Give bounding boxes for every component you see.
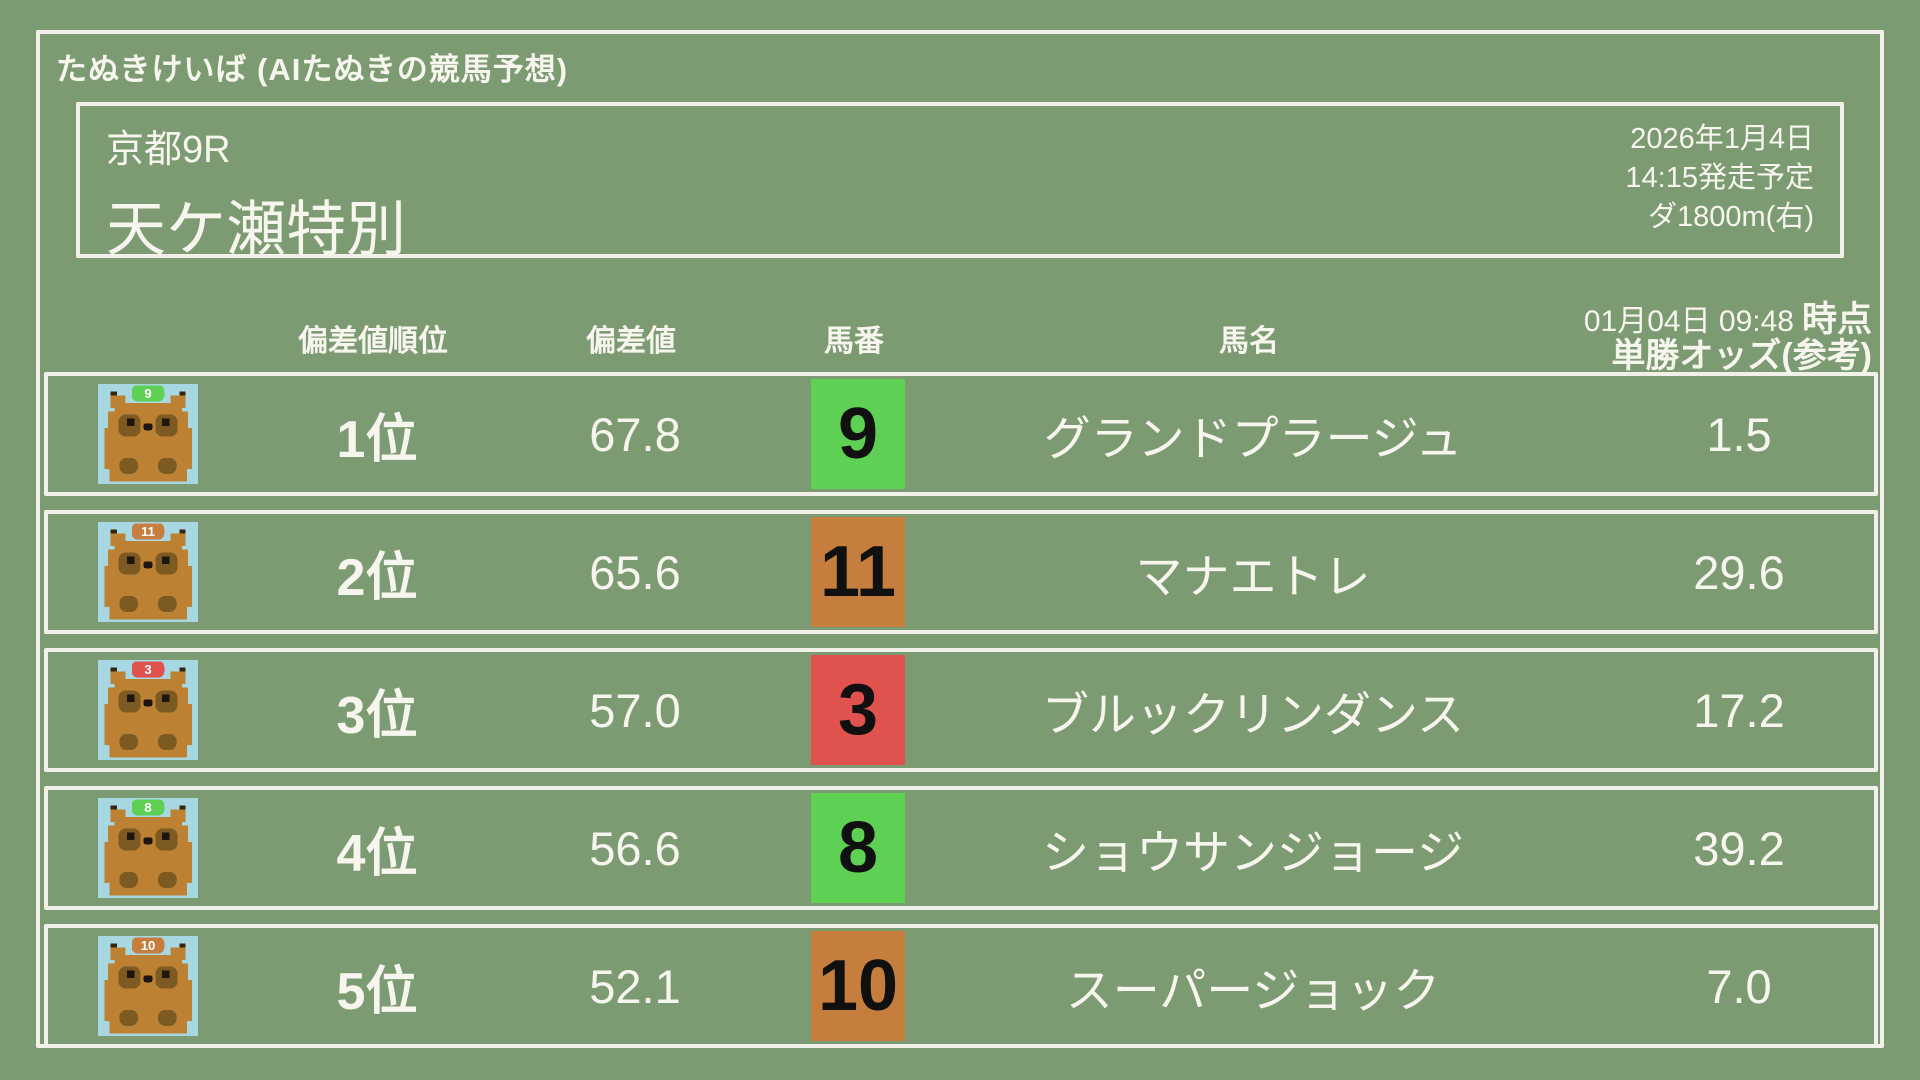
odds-value: 1.5: [1706, 407, 1772, 461]
score-value: 65.6: [589, 545, 681, 599]
race-start-time: 14:15発走予定: [1625, 162, 1814, 194]
horse-number-badge: 11: [811, 517, 905, 627]
horse-name: スーパージョック: [1065, 963, 1441, 1017]
horse-number-badge: 9: [811, 379, 905, 489]
odds-value: 7.0: [1706, 959, 1772, 1013]
odds-value: 39.2: [1693, 821, 1785, 875]
score-value: 57.0: [589, 683, 681, 737]
header-odds-timestamp: 01月04日 09:48 時点: [1583, 300, 1872, 339]
header-score: 偏差値: [586, 325, 676, 358]
svg-text:11: 11: [141, 524, 155, 539]
horse-number-cell: 3: [748, 655, 968, 765]
horse-row: 9 1位 67.8 9 グランドプラージュ 1.5: [44, 372, 1878, 496]
tanuki-avatar-cell: 11: [48, 522, 218, 622]
horse-number-cell: 10: [748, 931, 968, 1041]
svg-text:9: 9: [144, 386, 151, 401]
rank-value: 1位: [336, 410, 418, 469]
rank-value: 4位: [336, 824, 418, 883]
horse-row: 10 5位 52.1 10 スーパージョック 7.0: [44, 924, 1878, 1048]
header-rank: 偏差値順位: [298, 325, 448, 358]
horse-number-cell: 8: [748, 793, 968, 903]
header-horse: 馬名: [1219, 325, 1279, 358]
race-info-box: 京都9R 天ケ瀬特別 2026年1月4日 14:15発走予定 ダ1800m(右): [76, 102, 1844, 263]
tanuki-avatar-icon: 11: [98, 522, 198, 622]
race-info-right: 2026年1月4日 14:15発走予定 ダ1800m(右): [1625, 120, 1814, 246]
horse-row: 8 4位 56.6 8 ショウサンジョージ 39.2: [44, 786, 1878, 910]
tanuki-avatar-cell: 9: [48, 384, 218, 484]
horse-number-badge: 8: [811, 793, 905, 903]
main-panel: たぬきけいば (AIたぬきの競馬予想) 京都9R 天ケ瀬特別 2026年1月4日…: [36, 30, 1884, 1048]
tanuki-avatar-icon: 9: [98, 384, 198, 484]
tanuki-avatar-icon: 10: [98, 936, 198, 1036]
race-title: 天ケ瀬特別: [106, 196, 406, 263]
header-number: 馬番: [824, 325, 884, 358]
header-odds: 01月04日 09:48 時点 単勝オッズ(参考): [1534, 302, 1878, 374]
svg-text:10: 10: [141, 938, 156, 953]
race-course-number: 京都9R: [106, 129, 231, 171]
header-odds-label: 単勝オッズ(参考): [1611, 337, 1872, 375]
rank-value: 3位: [336, 686, 418, 745]
horse-row: 11 2位 65.6 11 マナエトレ 29.6: [44, 510, 1878, 634]
horse-number-badge: 10: [811, 931, 905, 1041]
prediction-rows: 9 1位 67.8 9 グランドプラージュ 1.5: [40, 372, 1880, 1048]
tanuki-avatar-icon: 8: [98, 798, 198, 898]
horse-name: グランドプラージュ: [1043, 411, 1463, 465]
svg-text:3: 3: [144, 662, 151, 677]
tanuki-avatar-icon: 3: [98, 660, 198, 760]
odds-value: 29.6: [1693, 545, 1785, 599]
horse-row: 3 3位 57.0 3 ブルックリンダンス 17.2: [44, 648, 1878, 772]
race-track: ダ1800m(右): [1648, 201, 1814, 233]
score-value: 56.6: [589, 821, 681, 875]
odds-value: 17.2: [1693, 683, 1785, 737]
score-value: 52.1: [589, 959, 681, 1013]
horse-number-badge: 3: [811, 655, 905, 765]
horse-number-cell: 9: [748, 379, 968, 489]
rank-value: 2位: [336, 548, 418, 607]
score-value: 67.8: [589, 407, 681, 461]
table-header-row: 偏差値順位 偏差値 馬番 馬名 01月04日 09:48 時点 単勝オッズ(参考): [44, 302, 1878, 374]
tanuki-avatar-cell: 10: [48, 936, 218, 1036]
race-info-left: 京都9R 天ケ瀬特別: [106, 114, 406, 263]
tanuki-avatar-cell: 3: [48, 660, 218, 760]
horse-name: ブルックリンダンス: [1041, 687, 1465, 741]
rank-value: 5位: [336, 962, 418, 1021]
horse-number-cell: 11: [748, 517, 968, 627]
site-title: たぬきけいば (AIたぬきの競馬予想): [56, 52, 569, 87]
horse-name: ショウサンジョージ: [1041, 825, 1465, 879]
race-date: 2026年1月4日: [1630, 123, 1814, 155]
horse-name: マナエトレ: [1135, 549, 1371, 603]
tanuki-avatar-cell: 8: [48, 798, 218, 898]
svg-text:8: 8: [144, 800, 151, 815]
